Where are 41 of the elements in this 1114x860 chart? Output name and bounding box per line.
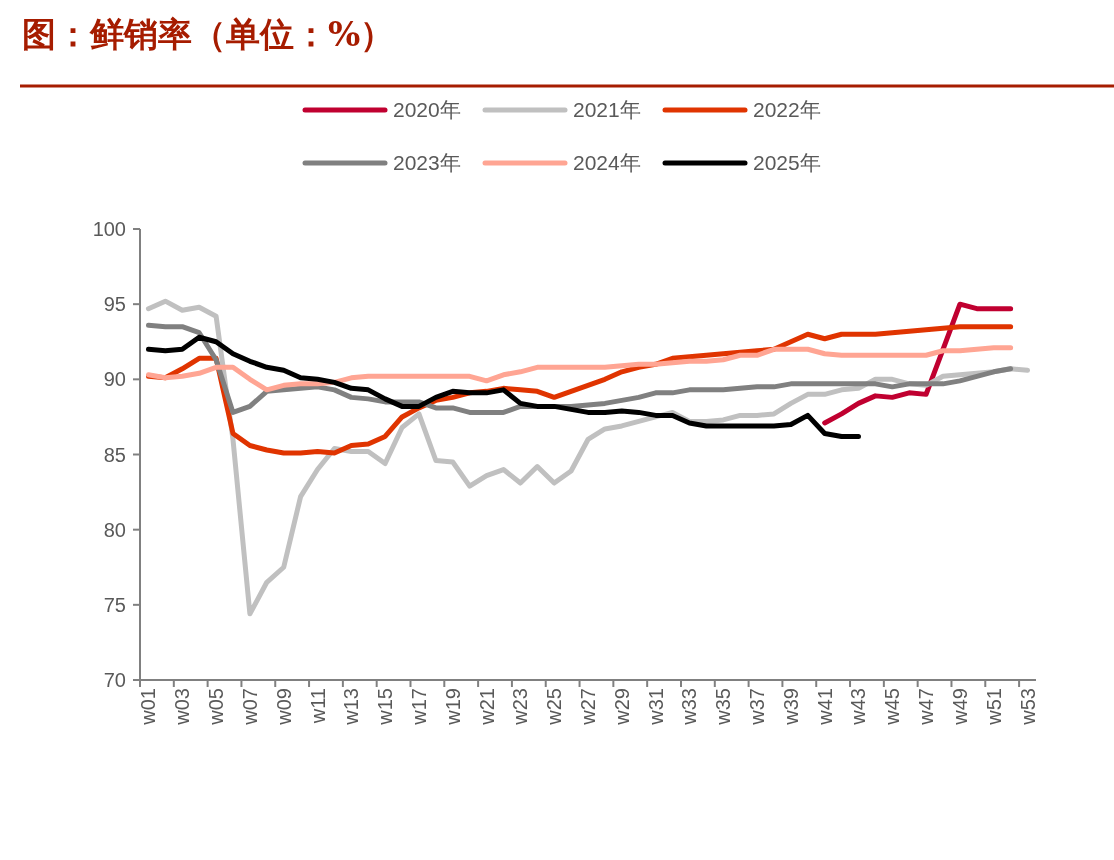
x-tick-label: w53 <box>1016 688 1039 726</box>
x-tick-label: w27 <box>577 688 599 726</box>
title: 图：鲜销率（单位：%） <box>22 14 395 54</box>
legend-label: 2020年 <box>393 98 461 121</box>
x-tick-label: w39 <box>779 688 802 726</box>
x-tick-label: w25 <box>543 688 566 726</box>
x-tick-label: w01 <box>137 688 160 726</box>
x-tick-label: w07 <box>238 688 261 726</box>
y-tick-label: 100 <box>92 218 126 240</box>
y-tick-label: 70 <box>103 669 126 691</box>
x-tick-label: w29 <box>610 688 633 726</box>
legend-label: 2025年 <box>753 151 821 174</box>
x-tick-label: w03 <box>171 688 194 726</box>
legend-label: 2023年 <box>393 151 461 174</box>
x-tick-label: w17 <box>407 688 430 726</box>
y-tick-label: 85 <box>103 443 126 466</box>
x-tick-label: w15 <box>374 688 397 726</box>
x-tick-label: w47 <box>915 688 938 726</box>
x-tick-label: w35 <box>712 688 735 726</box>
x-tick-label: w23 <box>509 688 532 726</box>
x-tick-label: w09 <box>272 688 295 726</box>
x-tick-label: w31 <box>644 688 667 726</box>
x-tick-label: w41 <box>813 688 836 726</box>
x-tick-label: w43 <box>847 688 870 726</box>
x-tick-label: w37 <box>746 688 769 726</box>
legend-label: 2022年 <box>753 98 821 121</box>
x-tick-label: w11 <box>306 688 329 725</box>
y-tick-label: 80 <box>103 518 126 541</box>
y-tick-label: 90 <box>103 368 126 391</box>
legend-label: 2021年 <box>573 98 641 121</box>
x-tick-label: w19 <box>441 688 464 726</box>
x-tick-label: w45 <box>881 688 904 726</box>
x-tick-label: w51 <box>982 688 1005 726</box>
y-tick-label: 95 <box>103 293 126 316</box>
x-tick-label: w33 <box>678 688 701 726</box>
legend-label: 2024年 <box>573 151 641 174</box>
y-tick-label: 75 <box>103 593 126 616</box>
x-tick-label: w13 <box>340 688 363 726</box>
x-tick-label: w49 <box>948 688 971 726</box>
x-tick-label: w21 <box>475 688 498 726</box>
x-tick-label: w05 <box>205 688 228 726</box>
